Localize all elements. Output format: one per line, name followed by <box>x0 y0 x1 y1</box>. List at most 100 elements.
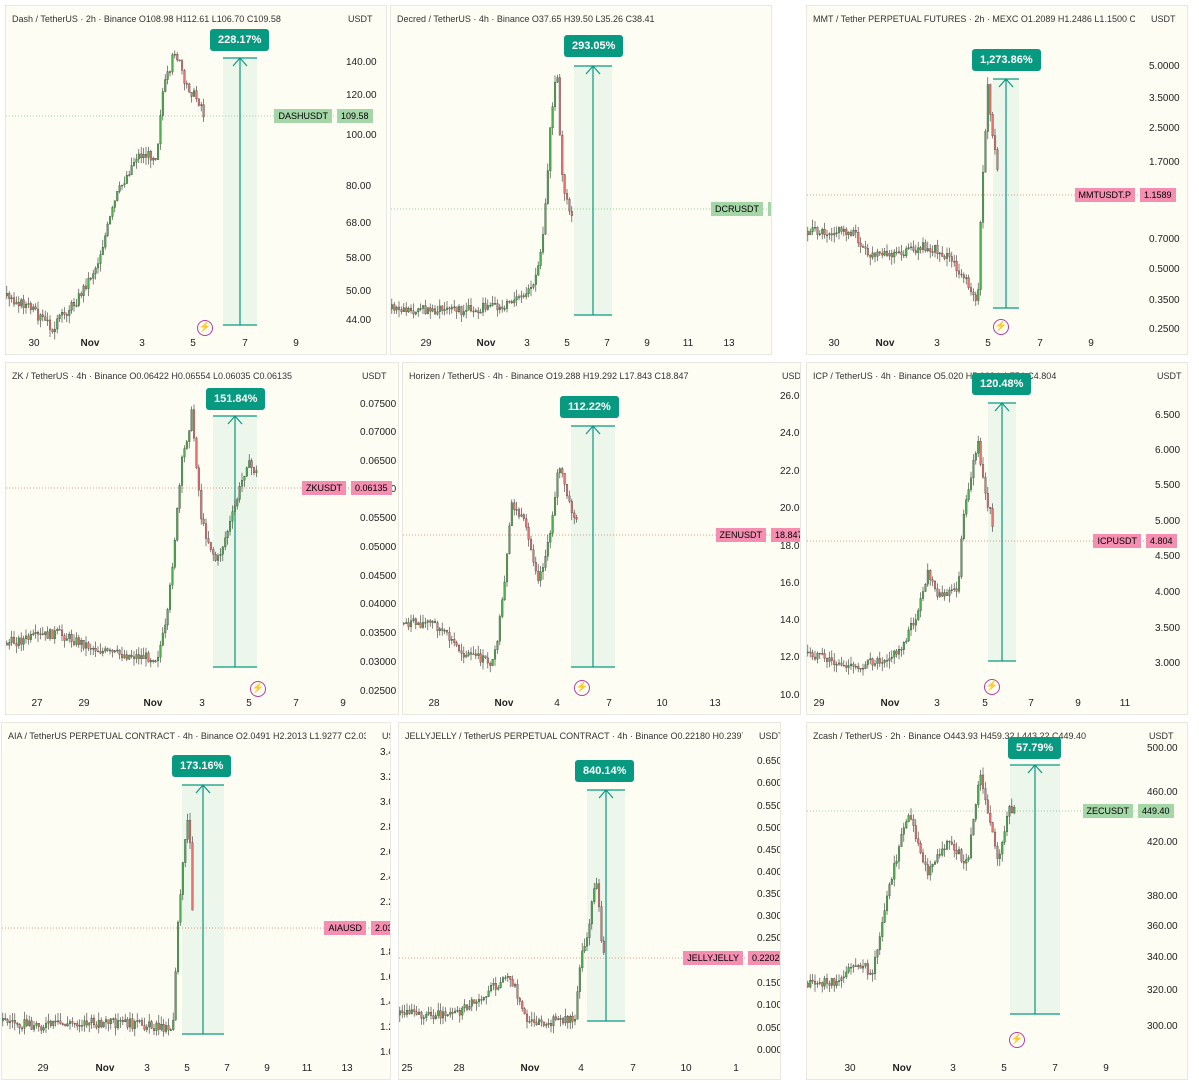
chart-canvas[interactable]: 140.00 120.00 100.00 80.00 68.00 58.00 50.00 44… <box>6 6 387 355</box>
measure-arrow-head <box>227 415 243 425</box>
candle-body <box>13 637 16 644</box>
x-tick-label: 11 <box>302 1063 313 1074</box>
candle-body <box>176 508 179 541</box>
lightning-icon[interactable]: ⚡ <box>984 679 1000 695</box>
candle-body <box>955 261 958 272</box>
candle-body <box>554 1016 557 1020</box>
candle-body <box>179 894 182 923</box>
candle-body <box>73 1023 76 1025</box>
y-tick-label: 44.00 <box>346 315 371 326</box>
currency-label[interactable]: USDT <box>1149 731 1174 741</box>
candle-body <box>109 1018 112 1024</box>
chart-panel-horizen[interactable]: 26.000 24.000 22.000 20.000 18.000 16.000 14.0… <box>402 362 801 715</box>
candle-body <box>118 185 121 192</box>
candle-body <box>49 629 52 639</box>
candle-body <box>508 525 511 554</box>
candle-body <box>442 1011 445 1019</box>
chart-panel-mmt[interactable]: 5.0000 3.5000 2.5000 1.7000 0.7000 0.5000 0.35… <box>806 5 1188 355</box>
lightning-icon[interactable]: ⚡ <box>250 681 266 697</box>
symbol-tag: ZENUSDT <box>715 528 766 542</box>
chart-canvas[interactable]: 0.075000.070000.065000.060000.055000.050… <box>6 363 399 715</box>
symbol-header: Horizen / TetherUS · 4h · Binance O19.28… <box>409 371 689 381</box>
candle-body <box>107 1019 110 1024</box>
y-tick-label: 80.00 <box>346 181 371 192</box>
candle-body <box>403 1012 406 1015</box>
candle-body <box>410 308 413 312</box>
candle-body <box>967 489 970 500</box>
chart-panel-zcash[interactable]: 500.00 460.00 420.00 380.00 360.00 340.00 320.… <box>806 722 1188 1080</box>
currency-label[interactable]: USDT <box>382 731 390 741</box>
candle-body <box>37 308 40 321</box>
candle-body <box>948 840 951 843</box>
candle-body <box>475 1001 478 1004</box>
candle-body <box>123 654 126 659</box>
candle-body <box>943 848 946 851</box>
lightning-icon[interactable]: ⚡ <box>197 320 213 336</box>
candle-body <box>912 623 915 626</box>
x-tick-label: 13 <box>341 1063 353 1074</box>
y-tick-label: 0.3500 <box>1149 295 1180 306</box>
candle-body <box>145 154 148 158</box>
candle-body <box>941 592 944 597</box>
x-tick-label: 11 <box>1120 698 1131 709</box>
candle-body <box>152 660 155 662</box>
candle-body <box>492 983 495 986</box>
candle-body <box>17 637 20 646</box>
chart-panel-zk[interactable]: 0.075000.070000.065000.060000.055000.050… <box>5 362 399 715</box>
candle-body <box>114 1018 117 1029</box>
candle-body <box>241 480 244 487</box>
x-tick-label: 25 <box>401 1063 413 1074</box>
currency-label[interactable]: USDT <box>759 731 780 741</box>
currency-label[interactable]: USDT <box>1157 371 1182 381</box>
candle-body <box>53 328 56 333</box>
chart-canvas[interactable]: 70.0065.0060.0055.0050.0045.0040.0035.00… <box>391 6 772 355</box>
currency-label[interactable]: USDT <box>362 371 387 381</box>
chart-panel-icp[interactable]: 6.500 6.000 5.500 5.000 4.500 4.000 3.500 3.000… <box>806 362 1188 715</box>
candle-body <box>154 158 157 160</box>
currency-label[interactable]: USDT <box>1151 14 1176 24</box>
candle-body <box>905 248 908 257</box>
candle-body <box>938 854 941 856</box>
chart-panel-decred[interactable]: 70.0065.0060.0055.0050.0045.0040.0035.00… <box>390 5 772 355</box>
candle-body <box>143 1025 146 1030</box>
currency-label[interactable]: USDT <box>782 371 801 381</box>
candle-body <box>814 227 817 229</box>
candle-body <box>520 514 523 517</box>
candle-body <box>8 293 11 299</box>
candle-body <box>564 1016 567 1024</box>
lightning-icon[interactable]: ⚡ <box>993 319 1009 335</box>
chart-canvas[interactable]: 500.00 460.00 420.00 380.00 360.00 340.00 320.… <box>807 723 1188 1080</box>
candle-body <box>826 658 829 662</box>
chart-canvas[interactable]: 26.000 24.000 22.000 20.000 18.000 16.000 14.0… <box>403 363 801 715</box>
candle-body <box>556 77 559 83</box>
candle-body <box>847 967 850 973</box>
chart-panel-dash[interactable]: 140.00 120.00 100.00 80.00 68.00 58.00 50.00 44… <box>5 5 387 355</box>
candle-body <box>950 589 953 591</box>
candle-body <box>20 299 23 307</box>
lightning-icon[interactable]: ⚡ <box>1009 1032 1025 1048</box>
lightning-icon[interactable]: ⚡ <box>574 680 590 696</box>
candle-body <box>516 984 519 999</box>
candle-body <box>967 857 970 860</box>
candle-body <box>81 1025 84 1027</box>
candle-body <box>250 460 253 468</box>
currency-label[interactable]: USDT <box>348 14 373 24</box>
candle-body <box>87 278 90 289</box>
candle-body <box>823 229 826 236</box>
candle-body <box>71 1021 74 1024</box>
candle-body <box>535 1022 538 1025</box>
x-tick-label: 27 <box>31 698 43 709</box>
candle-body <box>881 922 884 937</box>
x-tick-label: Nov <box>96 1063 115 1074</box>
candle-body <box>602 940 605 953</box>
candle-body <box>953 588 956 590</box>
measure-arrow-head <box>598 789 614 799</box>
candle-body <box>840 227 843 232</box>
candle-body <box>854 666 857 668</box>
chart-canvas[interactable]: 6.500 6.000 5.500 5.000 4.500 4.000 3.500 3.000… <box>807 363 1188 715</box>
candle-body <box>482 997 485 1000</box>
